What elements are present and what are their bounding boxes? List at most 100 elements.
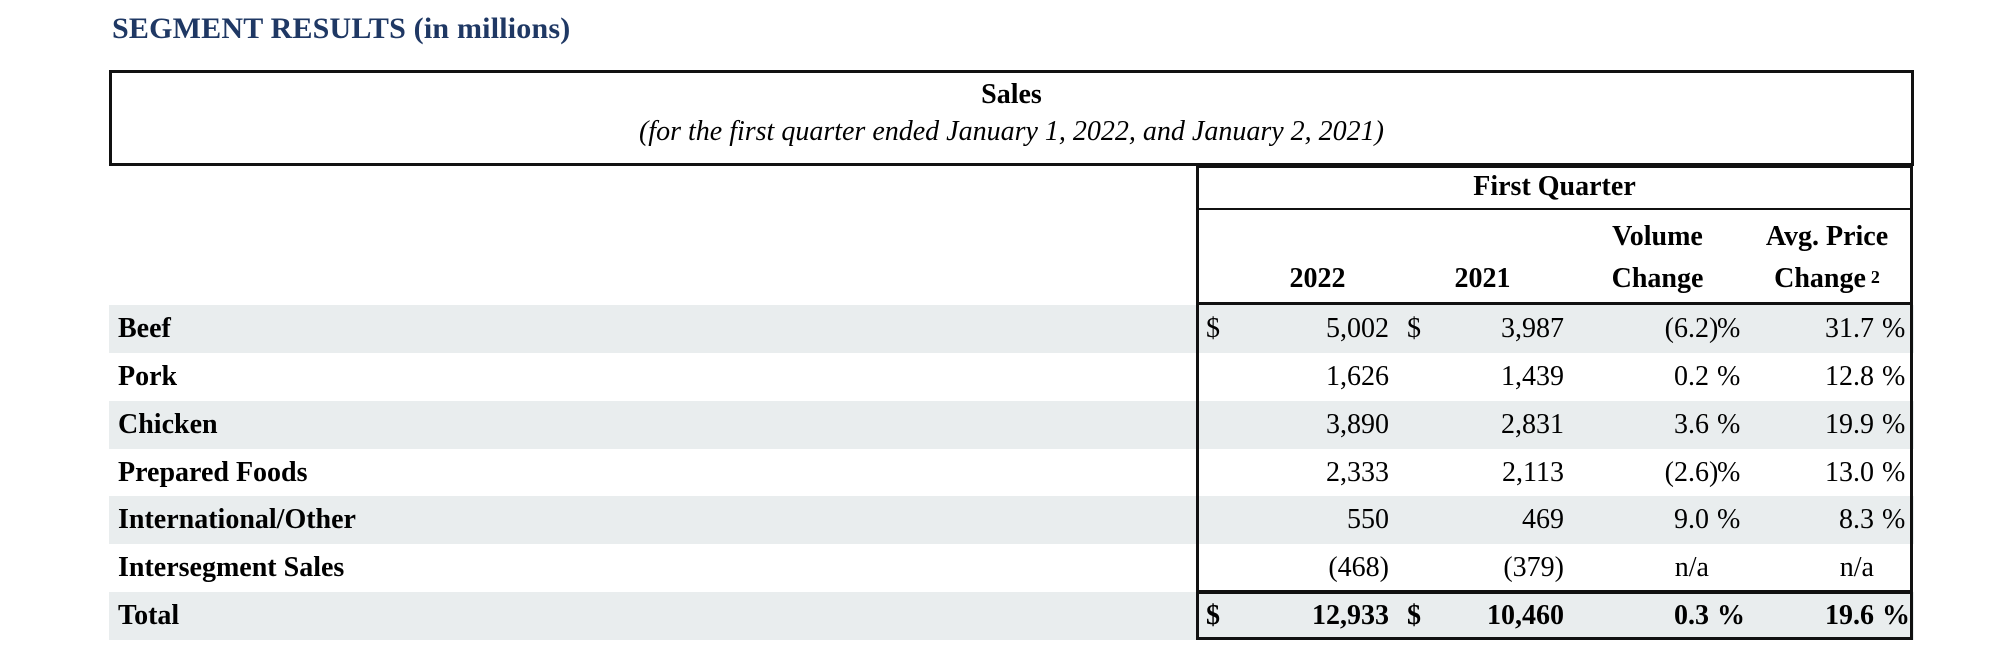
percent-sign: % <box>1882 504 1906 536</box>
currency-symbol: $ <box>1206 312 1220 344</box>
cell-2022: $12,933 <box>1196 592 1395 640</box>
value-2021: 10,460 <box>1487 600 1564 632</box>
column-header-avg-price-change: Change 2 <box>1743 258 1911 300</box>
table-row-pork: Pork 1,626 1,439 0.2% 12.8% <box>109 353 1914 401</box>
avg-price-change-value: n/a <box>1839 552 1874 584</box>
column-header-avg-price-change-label: Change <box>1774 263 1866 294</box>
percent-sign: % <box>1717 504 1741 536</box>
cell-volume-change: n/a <box>1570 544 1745 592</box>
table-row-international-other: International/Other 550 469 9.0% 8.3% <box>109 496 1914 545</box>
percent-sign: % <box>1882 456 1906 488</box>
currency-symbol: $ <box>1206 600 1220 632</box>
group-header-first-quarter: First Quarter <box>1473 171 1636 202</box>
table-row-total: Total $12,933 $10,460 0.3% 19.6% <box>109 592 1914 641</box>
divider-under-first-quarter <box>1199 208 1910 210</box>
cell-2021: 469 <box>1395 496 1570 544</box>
value-2022: 3,890 <box>1326 408 1389 440</box>
avg-price-change-value: 12.8 <box>1825 360 1874 392</box>
page-title: SEGMENT RESULTS (in millions) <box>112 12 571 45</box>
value-2021: 1,439 <box>1501 360 1564 392</box>
cell-2022: (468) <box>1196 544 1395 592</box>
cell-2022: 2,333 <box>1196 449 1395 497</box>
currency-symbol: $ <box>1407 600 1421 632</box>
row-label: Pork <box>118 360 178 392</box>
avg-price-change-value: 31.7 <box>1825 312 1874 344</box>
percent-sign: % <box>1882 312 1906 344</box>
avg-price-change-value: 19.6 <box>1825 600 1874 632</box>
cell-2022: 3,890 <box>1196 401 1395 449</box>
cell-2021: 2,113 <box>1395 449 1570 497</box>
volume-change-value: 3.6 <box>1674 408 1709 440</box>
table-row-intersegment-sales: Intersegment Sales (468) (379) n/a n/a <box>109 544 1914 592</box>
paren: ) <box>1709 456 1719 488</box>
table-subtitle: (for the first quarter ended January 1, … <box>638 116 1385 147</box>
value-2022: 12,933 <box>1312 600 1389 632</box>
table-body: Beef $5,002 $3,987 (6.2)% 31.7% Pork 1,6… <box>109 305 1914 641</box>
cell-avg-price-change: 12.8% <box>1745 353 1913 401</box>
volume-change-value: 9.0 <box>1674 504 1709 536</box>
cell-avg-price-change: 31.7% <box>1745 305 1913 353</box>
value-2022: 2,333 <box>1326 456 1389 488</box>
row-label: International/Other <box>118 504 356 536</box>
table-row-beef: Beef $5,002 $3,987 (6.2)% 31.7% <box>109 305 1914 353</box>
volume-change-value: (2.6 <box>1664 456 1709 488</box>
percent-sign: % <box>1882 600 1910 632</box>
cell-2021: 2,831 <box>1395 401 1570 449</box>
divider-under-column-headers <box>1199 302 1910 305</box>
value-2021: 2,831 <box>1501 408 1564 440</box>
cell-2022: 1,626 <box>1196 353 1395 401</box>
cell-volume-change: (6.2)% <box>1570 305 1745 353</box>
column-header-volume-change: Change <box>1611 263 1704 294</box>
percent-sign: % <box>1717 408 1741 440</box>
cell-volume-change: 0.3% <box>1570 592 1745 640</box>
value-2022: 550 <box>1347 504 1389 536</box>
cell-avg-price-change: 13.0% <box>1745 449 1913 497</box>
volume-change-value: (6.2 <box>1664 312 1709 344</box>
paren: ) <box>1709 312 1719 344</box>
avg-price-change-value: 13.0 <box>1825 456 1874 488</box>
avg-price-change-value: 8.3 <box>1839 504 1874 536</box>
cell-2021: (379) <box>1395 544 1570 592</box>
avg-price-change-value: 19.9 <box>1825 408 1874 440</box>
table-row-prepared-foods: Prepared Foods 2,333 2,113 (2.6)% 13.0% <box>109 449 1914 497</box>
percent-sign: % <box>1717 360 1741 392</box>
table-row-chicken: Chicken 3,890 2,831 3.6% 19.9% <box>109 400 1914 449</box>
percent-sign: % <box>1717 600 1745 632</box>
column-header-2022: 2022 <box>1289 263 1346 294</box>
volume-change-value: 0.3 <box>1674 600 1709 632</box>
value-2022: 5,002 <box>1326 312 1389 344</box>
cell-volume-change: 9.0% <box>1570 496 1745 544</box>
row-label: Total <box>118 600 180 632</box>
cell-2022: 550 <box>1196 496 1395 544</box>
sales-header-box: Sales (for the first quarter ended Janua… <box>109 70 1914 166</box>
footnote-marker: 2 <box>1870 266 1880 287</box>
percent-sign: % <box>1717 312 1741 344</box>
cell-avg-price-change: n/a <box>1745 544 1913 592</box>
row-label: Prepared Foods <box>118 456 308 488</box>
value-2021: 3,987 <box>1501 312 1564 344</box>
cell-avg-price-change: 19.6% <box>1745 592 1913 640</box>
cell-2021: $3,987 <box>1395 305 1570 353</box>
cell-volume-change: 3.6% <box>1570 401 1745 449</box>
cell-2021: $10,460 <box>1395 592 1570 640</box>
table-title: Sales <box>981 79 1042 110</box>
percent-sign: % <box>1882 360 1906 392</box>
cell-volume-change: (2.6)% <box>1570 449 1745 497</box>
cell-avg-price-change: 8.3% <box>1745 496 1913 544</box>
column-header-avg-price: Avg. Price <box>1765 221 1889 252</box>
row-label: Intersegment Sales <box>118 552 345 584</box>
volume-change-value: 0.2 <box>1674 360 1709 392</box>
volume-change-value: n/a <box>1674 552 1709 584</box>
currency-symbol: $ <box>1407 312 1421 344</box>
column-header-volume: Volume <box>1612 221 1703 252</box>
cell-2022: $5,002 <box>1196 305 1395 353</box>
value-2021: 469 <box>1522 504 1564 536</box>
value-2021: 2,113 <box>1502 456 1564 488</box>
percent-sign: % <box>1717 456 1741 488</box>
value-2022: 1,626 <box>1326 360 1389 392</box>
row-label: Beef <box>118 312 171 344</box>
row-label: Chicken <box>118 408 218 440</box>
cell-2021: 1,439 <box>1395 353 1570 401</box>
divider-above-total <box>1199 590 1910 594</box>
